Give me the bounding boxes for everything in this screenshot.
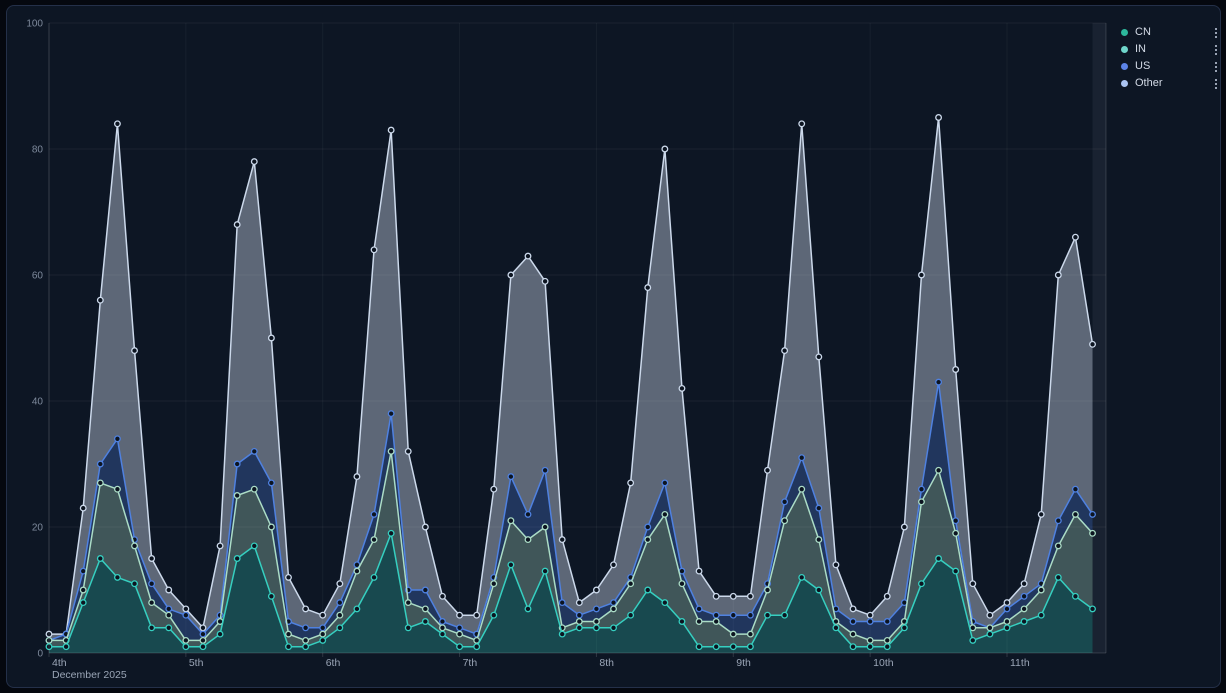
legend: CN IN US Other [1113,24,1225,92]
legend-actions-icon[interactable] [1209,43,1223,57]
svg-text:6th: 6th [326,657,341,669]
legend-actions-icon[interactable] [1209,77,1223,91]
y-axis-labels: 0 20 40 60 80 100 [26,19,43,660]
svg-text:4th: 4th [52,657,67,669]
legend-item-other[interactable]: Other [1113,75,1225,92]
svg-text:40: 40 [32,397,44,408]
svg-text:8th: 8th [599,657,614,669]
legend-item-label[interactable]: US [1135,60,1151,72]
chart-panel: 0 20 40 60 80 100 4th December 2025 5th 6th 7th 8th… [6,5,1221,688]
series-band-other [49,117,1093,641]
series-band-cn [49,533,1093,653]
axes [48,23,1107,654]
legend-actions-icon[interactable] [1209,60,1223,74]
svg-text:5th: 5th [189,657,204,669]
svg-text:0: 0 [37,649,43,660]
legend-item-label[interactable]: CN [1135,26,1151,38]
legend-item-cn[interactable]: CN [1113,24,1225,41]
svg-text:10th: 10th [873,657,894,669]
svg-text:20: 20 [32,523,44,534]
legend-actions-icon[interactable] [1209,26,1223,40]
svg-text:100: 100 [26,19,43,30]
legend-item-us[interactable]: US [1113,58,1225,75]
svg-text:60: 60 [32,271,44,282]
partial-bucket-band [1092,23,1106,653]
series-line-in[interactable] [45,447,1096,644]
grid [48,22,1106,653]
legend-item-label[interactable]: IN [1135,43,1146,55]
series-color-dot [1121,63,1128,70]
svg-text:7th: 7th [463,657,478,669]
series-line-cn[interactable] [45,529,1096,651]
legend-item-label[interactable]: Other [1135,77,1163,89]
series-line-other[interactable] [45,114,1096,638]
series-line-us[interactable] [45,378,1096,644]
svg-text:9th: 9th [736,657,751,669]
series-color-dot [1121,29,1128,36]
series-color-dot [1121,80,1128,87]
x-axis-context-label: December 2025 [52,669,127,681]
svg-text:11th: 11th [1010,657,1030,669]
series-color-dot [1121,46,1128,53]
svg-text:80: 80 [32,145,44,156]
legend-item-in[interactable]: IN [1113,41,1225,58]
